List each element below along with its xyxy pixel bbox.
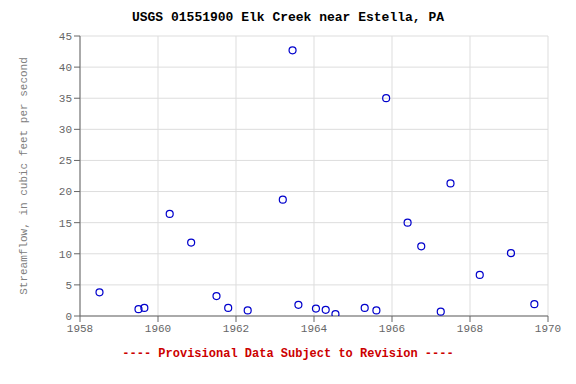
svg-text:40: 40 [59,62,72,74]
svg-text:1966: 1966 [379,323,405,335]
svg-text:20: 20 [59,186,72,198]
svg-text:0: 0 [65,311,72,323]
svg-text:35: 35 [59,93,72,105]
svg-text:5: 5 [65,280,72,292]
svg-text:1968: 1968 [457,323,483,335]
html-text:---- Provisional Data Subject: ---- Provisional Data Subject to Revisio… [122,347,454,361]
svg-text:Streamflow, in cubic feet per: Streamflow, in cubic feet per second [18,57,30,295]
html-text:USGS 01551900 Elk Creek near E: USGS 01551900 Elk Creek near Estella, PA [132,10,444,25]
svg-text:30: 30 [59,124,72,136]
svg-text:1964: 1964 [301,323,328,335]
svg-text:15: 15 [59,218,72,230]
svg-text:45: 45 [59,31,72,43]
svg-text:10: 10 [59,249,72,261]
svg-text:1970: 1970 [535,323,561,335]
svg-text:25: 25 [59,155,72,167]
svg-text:1958: 1958 [67,323,93,335]
svg-text:1960: 1960 [145,323,171,335]
svg-text:1962: 1962 [223,323,249,335]
